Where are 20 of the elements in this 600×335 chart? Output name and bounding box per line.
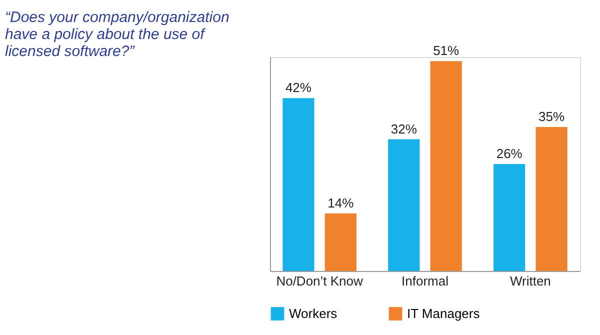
legend-label: Workers [289,306,338,321]
x-tick-label: No/Don’t Know [276,274,364,288]
x-tick-label: Written [510,274,551,288]
data-label: 14% [328,195,354,210]
bar [430,61,462,271]
bar [536,126,568,271]
bar [282,98,314,271]
legend-label: IT Managers [407,306,480,321]
text: “Does your company/organization [5,9,230,26]
data-label: 51% [433,43,460,58]
text: licensed software?” [5,43,134,60]
text: have a policy about the use of [5,26,204,44]
bar [324,213,356,271]
data-label: 35% [538,108,565,124]
data-label: 32% [390,121,418,136]
data-label: 26% [496,146,523,161]
bar [388,139,420,271]
bar [494,164,526,271]
x-tick-label: Informal [402,274,449,288]
data-label: 42% [285,80,312,96]
